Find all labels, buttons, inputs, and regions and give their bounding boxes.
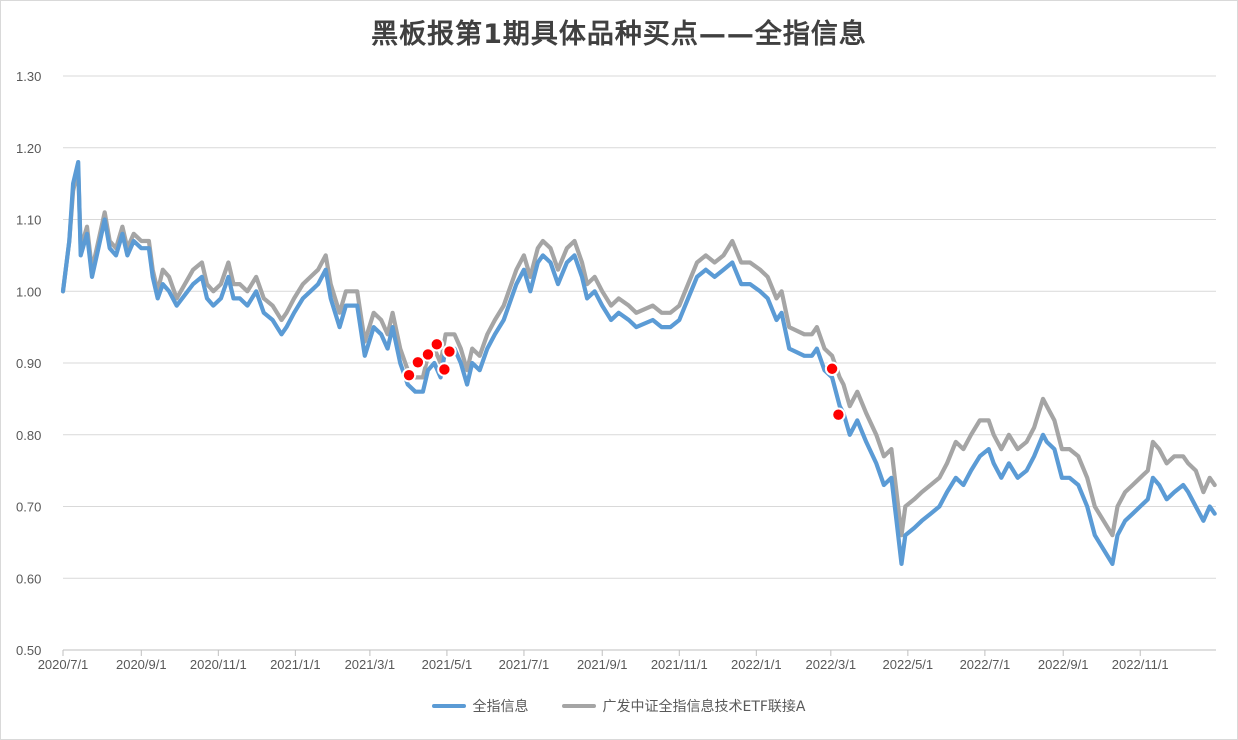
legend-item-series-2: 广发中证全指信息技术ETF联接A bbox=[562, 696, 806, 716]
series-line-2 bbox=[60, 167, 1217, 538]
y-tick-label: 0.50 bbox=[16, 643, 41, 658]
legend-label-series-2: 广发中证全指信息技术ETF联接A bbox=[602, 699, 806, 715]
x-tick-label: 2022/7/1 bbox=[960, 657, 1011, 672]
x-tick-label: 2022/5/1 bbox=[883, 657, 934, 672]
plot-area: 0.50 0.60 0.70 0.80 0.90 1.00 1.10 1.20 1.30 202… bbox=[16, 69, 1217, 672]
gridlines bbox=[63, 75, 1216, 651]
chart-title: 黑板报第1期具体品种买点——全指信息 bbox=[371, 19, 867, 50]
y-tick-label: 0.60 bbox=[16, 571, 41, 586]
buy-point-marker bbox=[824, 361, 840, 376]
x-tick-label: 2020/7/1 bbox=[38, 657, 89, 672]
x-axis: 2020/7/1 2020/9/1 2020/11/1 2021/1/1 2021/3/… bbox=[38, 650, 1169, 672]
y-axis-tick-labels: 0.50 0.60 0.70 0.80 0.90 1.00 1.10 1.20 1.30 bbox=[16, 69, 41, 658]
buy-point-marker bbox=[437, 362, 452, 377]
x-tick-label: 2022/11/1 bbox=[1112, 657, 1169, 672]
y-tick-label: 0.70 bbox=[16, 500, 41, 515]
x-tick-label: 2022/3/1 bbox=[806, 657, 857, 672]
x-tick-label: 2021/1/1 bbox=[270, 657, 321, 672]
y-tick-label: 0.80 bbox=[16, 428, 41, 443]
x-tick-label: 2020/9/1 bbox=[116, 657, 167, 672]
y-tick-label: 0.90 bbox=[16, 356, 41, 371]
buy-point-markers bbox=[401, 337, 846, 422]
buy-point-marker bbox=[831, 407, 846, 422]
x-tick-label: 2020/11/1 bbox=[190, 657, 247, 672]
y-tick-label: 1.20 bbox=[16, 141, 41, 156]
legend-swatch-series-2 bbox=[562, 704, 597, 708]
buy-point-marker bbox=[429, 337, 445, 352]
legend-swatch-series-1 bbox=[432, 704, 467, 708]
buy-point-marker bbox=[410, 355, 426, 370]
x-tick-label: 2021/11/1 bbox=[651, 657, 708, 672]
y-tick-label: 1.00 bbox=[16, 284, 41, 299]
series-line-1 bbox=[60, 160, 1217, 566]
x-tick-label: 2021/9/1 bbox=[577, 657, 628, 672]
x-tick-label: 2021/3/1 bbox=[345, 657, 396, 672]
y-tick-label: 1.10 bbox=[16, 213, 41, 228]
legend: 全指信息 广发中证全指信息技术ETF联接A bbox=[0, 696, 1238, 716]
series-lines bbox=[60, 160, 1217, 566]
buy-point-marker bbox=[442, 344, 457, 359]
legend-label-series-1: 全指信息 bbox=[472, 699, 529, 715]
x-tick-label: 2021/5/1 bbox=[422, 657, 473, 672]
x-tick-label: 2022/9/1 bbox=[1038, 657, 1089, 672]
buy-point-marker bbox=[401, 367, 417, 383]
legend-item-series-1: 全指信息 bbox=[432, 696, 528, 716]
buy-point-marker bbox=[420, 347, 436, 362]
y-tick-label: 1.30 bbox=[16, 69, 41, 84]
x-tick-label: 2021/7/1 bbox=[499, 657, 550, 672]
x-tick-label: 2022/1/1 bbox=[731, 657, 782, 672]
